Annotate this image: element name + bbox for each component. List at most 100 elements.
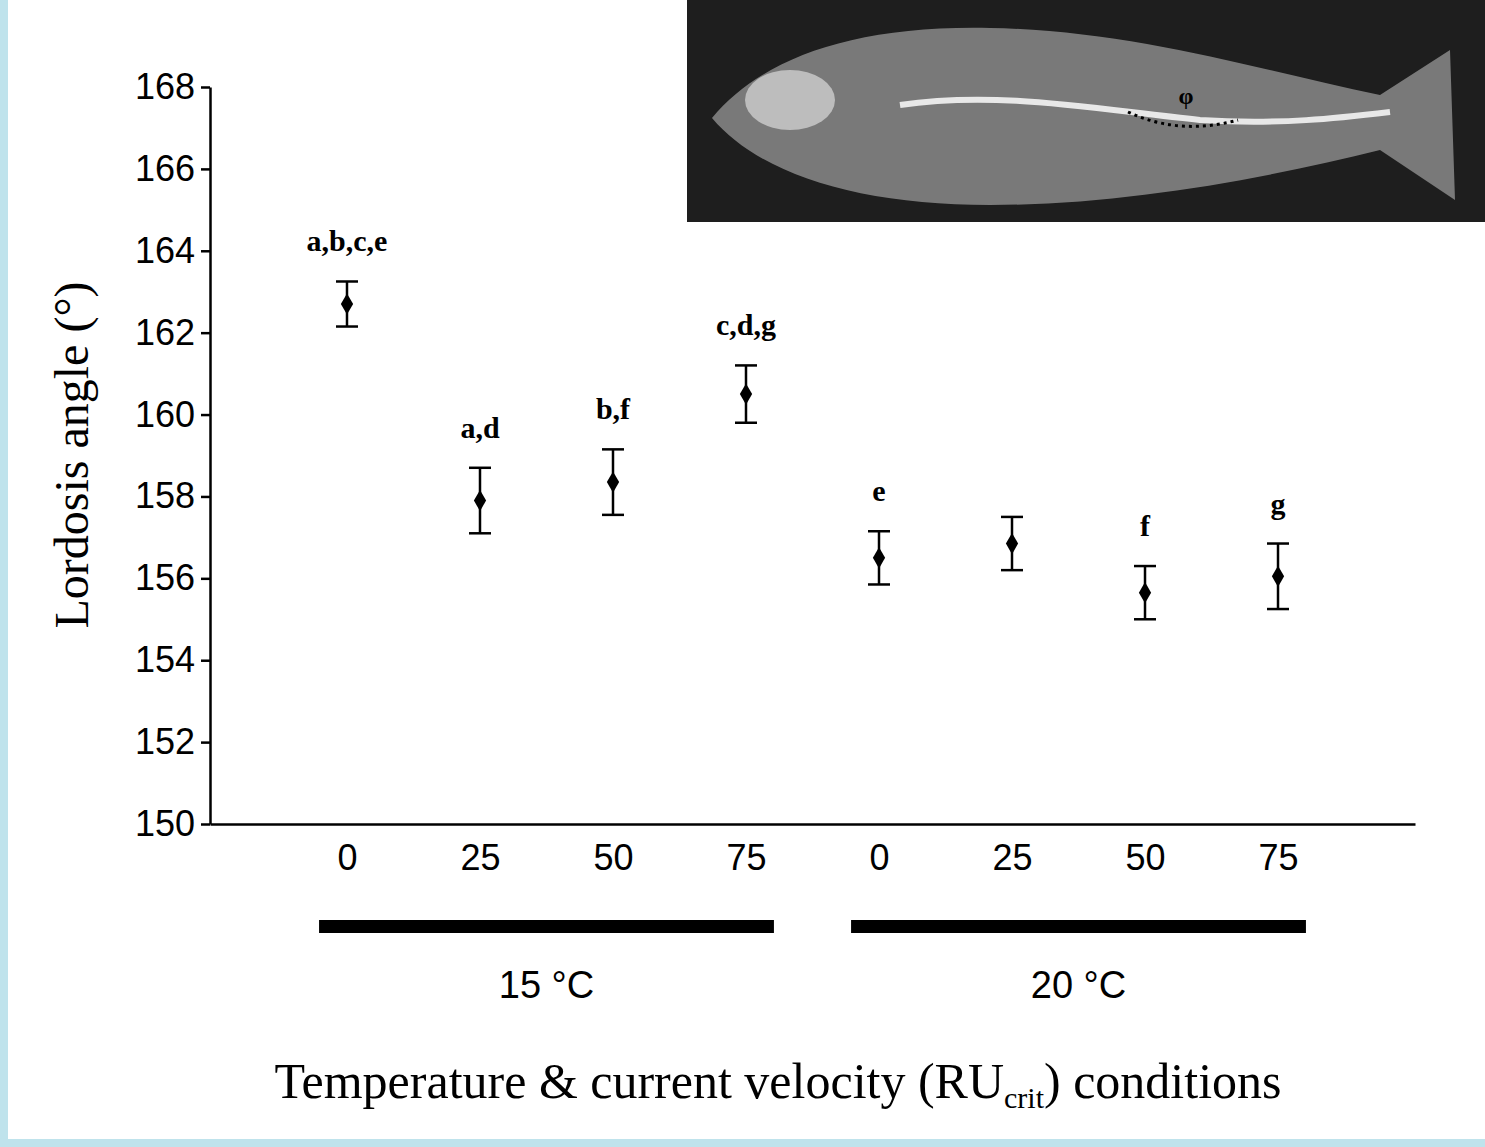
y-tick-mark (201, 168, 210, 171)
x-axis: 0 25 50 75 0 25 50 75 (211, 825, 1416, 878)
x-tick-label: 75 (726, 837, 766, 878)
x-tick: 0 (337, 837, 357, 878)
y-tick-mark (201, 414, 210, 417)
error-bar-cap (1001, 569, 1023, 572)
fish-head (745, 70, 835, 130)
y-axis: 150 152 154 156 158 160 162 164 166 168 (135, 66, 211, 844)
annotation: a,b,c,e (307, 224, 388, 257)
error-bar-cap (469, 532, 491, 535)
y-tick-label: 168 (135, 66, 195, 107)
group-bar (851, 920, 1306, 933)
y-tick-mark (201, 332, 210, 335)
point (1272, 566, 1284, 587)
annotation: f (1140, 509, 1151, 542)
y-tick: 168 (135, 66, 210, 107)
x-tick: 25 (992, 837, 1032, 878)
error-bar (868, 531, 890, 584)
point (1139, 582, 1151, 603)
angle-line (1128, 112, 1238, 126)
y-tick-label: 164 (135, 230, 195, 271)
y-tick: 160 (135, 394, 210, 435)
point (341, 293, 353, 314)
error-bar (1001, 517, 1023, 570)
annotation: c,d,g (716, 308, 776, 341)
group-bar (319, 920, 774, 933)
y-tick-label: 158 (135, 475, 195, 516)
x-axis-title: Temperature & current velocity (RUcrit) … (274, 1053, 1281, 1114)
background (8, 0, 1485, 1139)
y-tick: 158 (135, 475, 210, 516)
point (873, 547, 885, 568)
y-tick-label: 150 (135, 803, 195, 844)
error-bar (336, 281, 358, 326)
inset-image: φ (687, 0, 1485, 222)
error-bar-cap (735, 421, 757, 424)
error-bar-cap (1134, 565, 1156, 568)
group-label: 15 °C (499, 964, 594, 1006)
point (607, 472, 619, 493)
error-bar-cap (868, 530, 890, 533)
error-bar-cap (602, 448, 624, 451)
y-tick-mark (201, 86, 210, 89)
chart: 150 152 154 156 158 160 162 164 166 168 0 25 50 75 0 25… (0, 0, 1485, 1147)
y-tick: 166 (135, 148, 210, 189)
fish-spine (900, 100, 1390, 122)
y-tick-mark (201, 250, 210, 253)
marks (336, 281, 1289, 619)
error-bar-cap (469, 467, 491, 470)
error-bar (602, 449, 624, 515)
annotation: a,d (460, 411, 500, 444)
y-tick-mark (201, 741, 210, 744)
x-tick: 75 (726, 837, 766, 878)
x-tick-label: 0 (337, 837, 357, 878)
x-tick-label: 25 (992, 837, 1032, 878)
x-axis-line (211, 823, 1416, 826)
fish-body (712, 28, 1455, 205)
x-tick: 75 (1258, 837, 1298, 878)
x-tick: 25 (460, 837, 500, 878)
y-tick: 162 (135, 312, 210, 353)
x-tick: 50 (593, 837, 633, 878)
y-tick: 154 (135, 639, 210, 680)
y-tick-mark (201, 496, 210, 499)
error-bar (1267, 544, 1289, 610)
y-tick-label: 152 (135, 721, 195, 762)
y-tick-mark (201, 578, 210, 581)
y-axis-title: Lordosis angle (°) (45, 281, 99, 628)
y-tick-label: 160 (135, 394, 195, 435)
x-tick: 0 (869, 837, 889, 878)
point (1006, 533, 1018, 554)
x-tick-label: 50 (593, 837, 633, 878)
point (740, 383, 752, 404)
error-bar-cap (1267, 608, 1289, 611)
error-bar (1134, 566, 1156, 619)
y-tick: 150 (135, 803, 210, 844)
y-axis-line (209, 88, 212, 825)
y-tick-mark (201, 823, 210, 826)
error-bar-cap (868, 583, 890, 586)
y-tick-label: 166 (135, 148, 195, 189)
point (474, 490, 486, 511)
y-tick-label: 156 (135, 557, 195, 598)
error-bar (735, 365, 757, 422)
y-tick-mark (201, 659, 210, 662)
error-bar-cap (735, 364, 757, 367)
error-bar-cap (1134, 618, 1156, 621)
group-label: 20 °C (1031, 964, 1126, 1006)
error-bar-cap (336, 280, 358, 283)
error-bar-cap (1267, 542, 1289, 545)
annotation: e (872, 474, 885, 507)
x-tick-label: 50 (1125, 837, 1165, 878)
x-tick-label: 25 (460, 837, 500, 878)
inset-label: φ (1179, 83, 1194, 109)
error-bar-cap (336, 325, 358, 328)
x-tick: 50 (1125, 837, 1165, 878)
y-tick: 164 (135, 230, 210, 271)
y-tick: 152 (135, 721, 210, 762)
x-tick-label: 0 (869, 837, 889, 878)
error-bar-cap (602, 514, 624, 517)
x-tick-label: 75 (1258, 837, 1298, 878)
y-tick: 156 (135, 557, 210, 598)
annotation: g (1271, 487, 1286, 520)
y-tick-label: 154 (135, 639, 195, 680)
